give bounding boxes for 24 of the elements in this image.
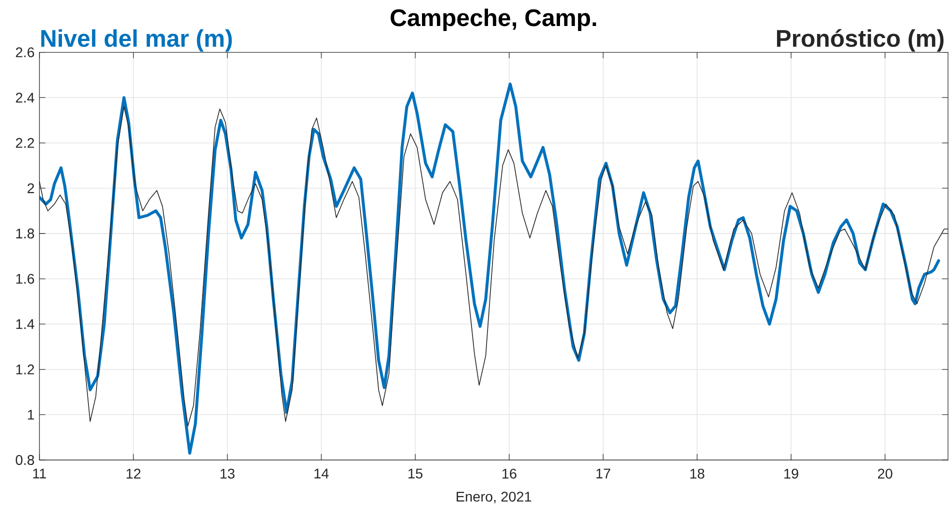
x-tick-label: 19 — [784, 468, 798, 479]
y-tick-label: 2.6 — [16, 47, 34, 58]
x-tick-label: 15 — [408, 468, 422, 478]
y-tick-label: 1.8 — [16, 228, 34, 238]
x-tick-label: 17 — [596, 468, 610, 478]
y-tick-label: 0.8 — [16, 455, 34, 465]
chart-title: Campeche, Camp. — [390, 8, 596, 31]
x-tick-label: 20 — [878, 468, 892, 479]
y-tick-label: 1 — [28, 410, 34, 420]
x-tick-label: 16 — [502, 468, 516, 479]
x-axis-title: Enero, 2021 — [456, 492, 532, 504]
y-tick-label: 1.6 — [16, 274, 34, 284]
y-tick-label: 2 — [28, 183, 34, 194]
x-tick-label: 12 — [126, 468, 140, 478]
x-tick-label: 11 — [33, 468, 46, 478]
y-tick-label: 1.4 — [16, 319, 34, 329]
y-tick-label: 2.4 — [16, 92, 34, 102]
x-tick-label: 18 — [690, 468, 704, 479]
y-axis-title: Nivel del mar (m) — [41, 29, 232, 52]
y2-axis-title: Pronóstico (m) — [777, 29, 944, 52]
y-tick-label: 2.2 — [16, 138, 34, 148]
y-tick-label: 1.2 — [16, 364, 34, 374]
x-tick-label: 13 — [220, 468, 234, 479]
x-tick-label: 14 — [314, 468, 329, 478]
